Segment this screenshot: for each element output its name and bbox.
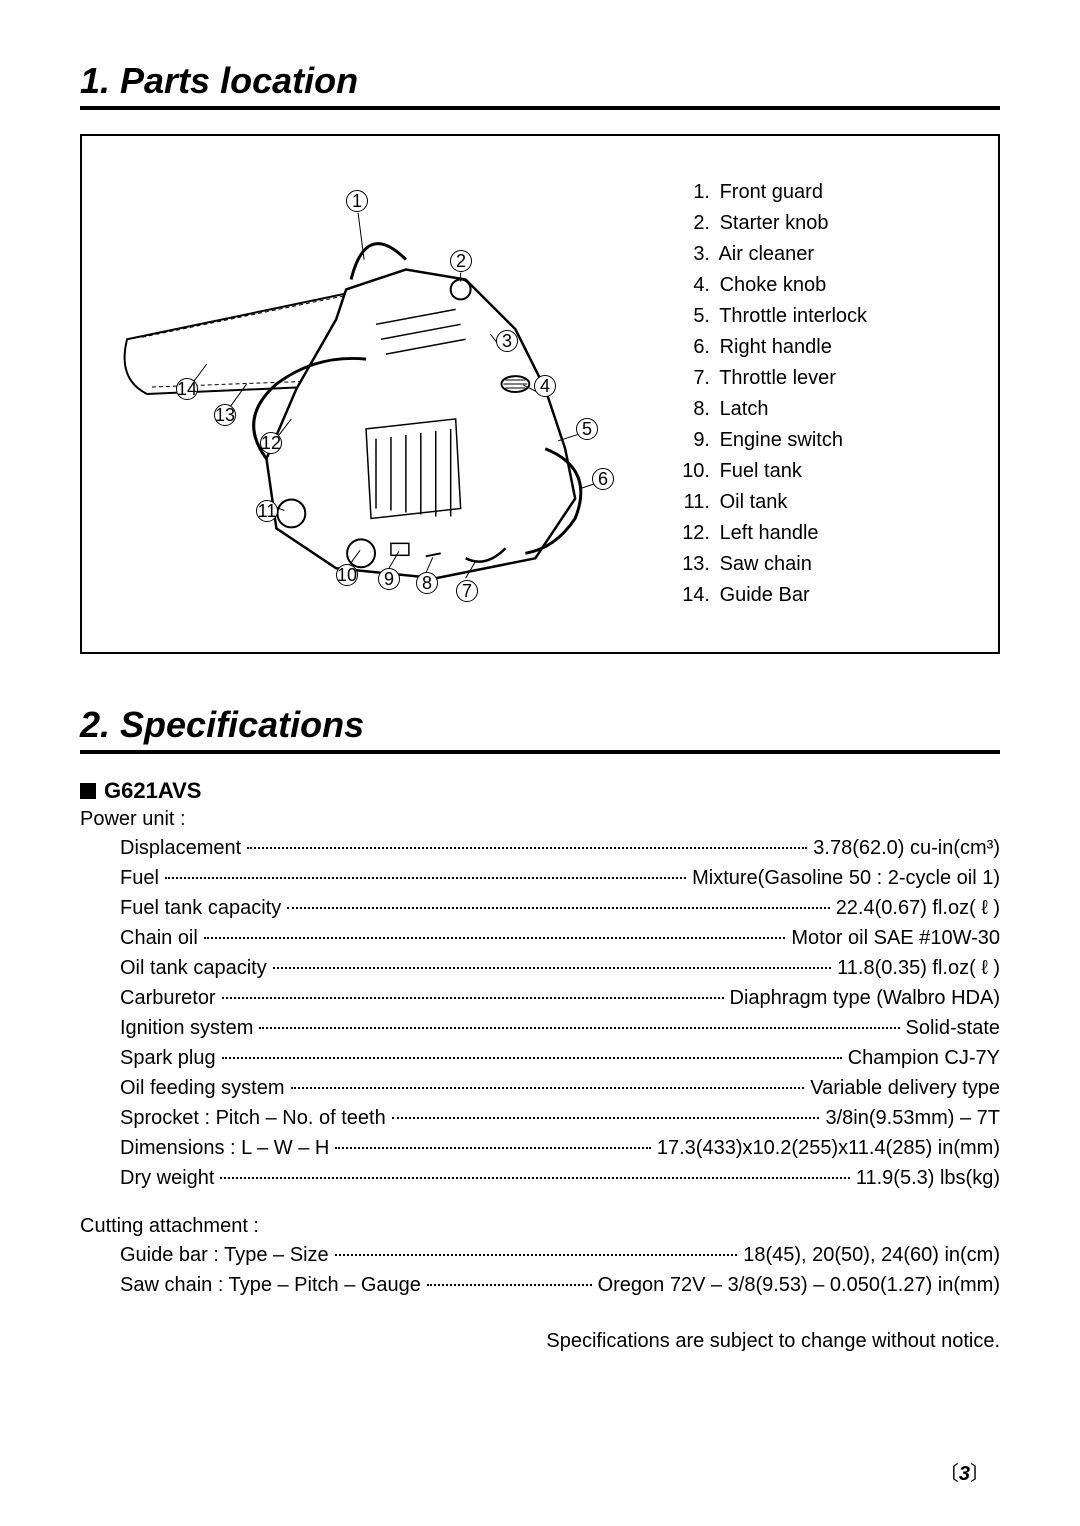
- callout-4: 4: [534, 375, 556, 397]
- callout-14: 14: [176, 378, 198, 400]
- callout-12: 12: [260, 432, 282, 454]
- callout-8: 8: [416, 572, 438, 594]
- section-1-heading: 1. Parts location: [80, 60, 1000, 110]
- spec-row: Chain oilMotor oil SAE #10W-30: [120, 923, 1000, 953]
- callout-9: 9: [378, 568, 400, 590]
- list-item: 5. Throttle interlock: [676, 301, 974, 332]
- callout-10: 10: [336, 564, 358, 586]
- spec-row: Oil feeding systemVariable delivery type: [120, 1073, 1000, 1103]
- chainsaw-diagram: 1 2 3 4 5 6 7 8 9 10 11 12 13 14: [106, 160, 646, 628]
- power-unit-heading: Power unit :: [80, 808, 1000, 831]
- callout-7: 7: [456, 580, 478, 602]
- list-item: 8. Latch: [676, 394, 974, 425]
- spec-row: Guide bar : Type – Size18(45), 20(50), 2…: [120, 1240, 1000, 1270]
- parts-diagram-box: 1 2 3 4 5 6 7 8 9 10 11 12 13 14 1. Fron…: [80, 134, 1000, 654]
- parts-legend: 1. Front guard 2. Starter knob 3. Air cl…: [666, 177, 974, 611]
- spec-row: Spark plugChampion CJ-7Y: [120, 1043, 1000, 1073]
- spec-change-notice: Specifications are subject to change wit…: [80, 1330, 1000, 1353]
- power-unit-specs: Displacement3.78(62.0) cu-in(cm³) FuelMi…: [80, 833, 1000, 1193]
- square-bullet-icon: [80, 783, 96, 799]
- list-item: 6. Right handle: [676, 332, 974, 363]
- list-item: 12. Left handle: [676, 518, 974, 549]
- spec-row: Fuel tank capacity22.4(0.67) fl.oz( ℓ ): [120, 893, 1000, 923]
- spec-row: Ignition systemSolid-state: [120, 1013, 1000, 1043]
- callout-13: 13: [214, 404, 236, 426]
- callout-3: 3: [496, 330, 518, 352]
- list-item: 7. Throttle lever: [676, 363, 974, 394]
- list-item: 4. Choke knob: [676, 270, 974, 301]
- spec-row: CarburetorDiaphragm type (Walbro HDA): [120, 983, 1000, 1013]
- callout-6: 6: [592, 468, 614, 490]
- model-heading: G621AVS: [80, 778, 1000, 804]
- list-item: 9. Engine switch: [676, 425, 974, 456]
- spec-row: Saw chain : Type – Pitch – GaugeOregon 7…: [120, 1270, 1000, 1300]
- spec-row: Dry weight11.9(5.3) lbs(kg): [120, 1163, 1000, 1193]
- callout-1: 1: [346, 190, 368, 212]
- cutting-attachment-heading: Cutting attachment :: [80, 1215, 1000, 1238]
- list-item: 11. Oil tank: [676, 487, 974, 518]
- list-item: 2. Starter knob: [676, 208, 974, 239]
- page-number: 〔3〕: [939, 1457, 990, 1486]
- list-item: 1. Front guard: [676, 177, 974, 208]
- spec-row: Displacement3.78(62.0) cu-in(cm³): [120, 833, 1000, 863]
- spec-row: Dimensions : L – W – H17.3(433)x10.2(255…: [120, 1133, 1000, 1163]
- list-item: 14. Guide Bar: [676, 580, 974, 611]
- spec-row: Sprocket : Pitch – No. of teeth3/8in(9.5…: [120, 1103, 1000, 1133]
- spec-row: Oil tank capacity11.8(0.35) fl.oz( ℓ ): [120, 953, 1000, 983]
- list-item: 10. Fuel tank: [676, 456, 974, 487]
- list-item: 13. Saw chain: [676, 549, 974, 580]
- callout-2: 2: [450, 250, 472, 272]
- callout-11: 11: [256, 500, 278, 522]
- section-2-heading: 2. Specifications: [80, 704, 1000, 754]
- callout-5: 5: [576, 418, 598, 440]
- cutting-attachment-specs: Guide bar : Type – Size18(45), 20(50), 2…: [80, 1240, 1000, 1300]
- list-item: 3. Air cleaner: [676, 239, 974, 270]
- spec-row: FuelMixture(Gasoline 50 : 2-cycle oil 1): [120, 863, 1000, 893]
